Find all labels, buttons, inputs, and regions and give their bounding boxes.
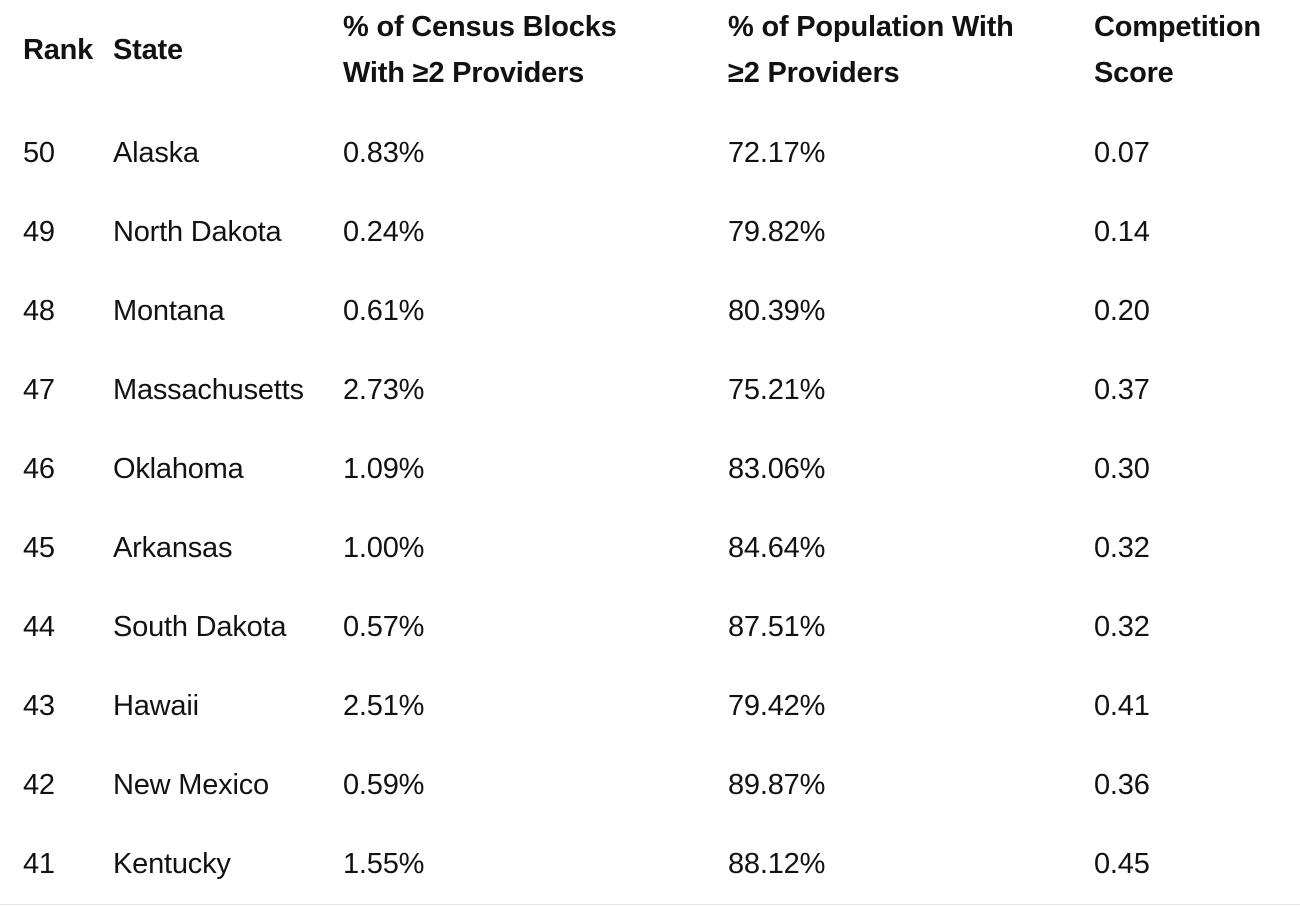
population-cell: 79.42% xyxy=(728,690,826,722)
table-row: 50 Alaska 0.83% 72.17% 0.07 xyxy=(0,114,1300,193)
gutter-cell xyxy=(0,272,23,351)
col-header-census-blocks-line1: % of Census Blocks xyxy=(343,11,617,43)
state-cell: New Mexico xyxy=(113,769,269,801)
census-blocks-cell: 2.73% xyxy=(343,374,425,406)
table-body: 50 Alaska 0.83% 72.17% 0.07 49 North Dak… xyxy=(0,100,1300,904)
col-header-state-label: State xyxy=(113,34,183,66)
census-blocks-cell: 0.61% xyxy=(343,295,425,327)
state-cell: Arkansas xyxy=(113,532,233,564)
population-cell: 89.87% xyxy=(728,769,826,801)
rank-cell: 46 xyxy=(23,453,55,485)
census-blocks-cell: 1.55% xyxy=(343,848,425,880)
population-cell: 83.06% xyxy=(728,453,826,485)
col-header-competition-score-line1: Competition xyxy=(1094,11,1261,43)
population-cell: 75.21% xyxy=(728,374,826,406)
gutter-cell xyxy=(0,430,23,509)
table-row: 46 Oklahoma 1.09% 83.06% 0.30 xyxy=(0,430,1300,509)
competition-score-cell: 0.32 xyxy=(1094,532,1150,564)
population-cell: 80.39% xyxy=(728,295,826,327)
gutter-cell xyxy=(0,825,23,904)
census-blocks-cell: 0.57% xyxy=(343,611,425,643)
state-cell: Kentucky xyxy=(113,848,231,880)
population-cell: 72.17% xyxy=(728,137,826,169)
table-row: 49 North Dakota 0.24% 79.82% 0.14 xyxy=(0,193,1300,272)
population-cell: 88.12% xyxy=(728,848,826,880)
state-cell: South Dakota xyxy=(113,611,287,643)
rank-cell: 45 xyxy=(23,532,55,564)
competition-score-cell: 0.07 xyxy=(1094,137,1150,169)
census-blocks-cell: 0.59% xyxy=(343,769,425,801)
col-header-state: State xyxy=(113,0,343,100)
competition-score-cell: 0.14 xyxy=(1094,216,1150,248)
gutter-cell xyxy=(0,0,23,100)
col-header-rank: Rank xyxy=(23,0,113,100)
gutter-cell xyxy=(0,193,23,272)
competition-score-cell: 0.32 xyxy=(1094,611,1150,643)
gutter-cell xyxy=(0,114,23,193)
population-cell: 79.82% xyxy=(728,216,826,248)
competition-score-cell: 0.30 xyxy=(1094,453,1150,485)
rank-cell: 50 xyxy=(23,137,55,169)
census-blocks-cell: 1.00% xyxy=(343,532,425,564)
state-cell: Massachusetts xyxy=(113,374,304,406)
competition-score-cell: 0.41 xyxy=(1094,690,1150,722)
col-header-competition-score-line2: Score xyxy=(1094,57,1174,89)
census-blocks-cell: 1.09% xyxy=(343,453,425,485)
col-header-rank-label: Rank xyxy=(23,34,94,66)
col-header-census-blocks-line2: With ≥2 Providers xyxy=(343,57,585,89)
population-cell: 87.51% xyxy=(728,611,826,643)
census-blocks-cell: 0.24% xyxy=(343,216,425,248)
gutter-cell xyxy=(0,588,23,667)
table-row: 42 New Mexico 0.59% 89.87% 0.36 xyxy=(0,746,1300,825)
rank-cell: 47 xyxy=(23,374,55,406)
competition-score-cell: 0.45 xyxy=(1094,848,1150,880)
gutter-cell xyxy=(0,746,23,825)
competition-score-cell: 0.36 xyxy=(1094,769,1150,801)
table-row: 48 Montana 0.61% 80.39% 0.20 xyxy=(0,272,1300,351)
table-row: 45 Arkansas 1.00% 84.64% 0.32 xyxy=(0,509,1300,588)
col-header-census-blocks: % of Census Blocks With ≥2 Providers xyxy=(343,0,728,100)
table-row: 47 Massachusetts 2.73% 75.21% 0.37 xyxy=(0,351,1300,430)
rank-cell: 43 xyxy=(23,690,55,722)
gutter-cell xyxy=(0,667,23,746)
col-header-competition-score: Competition Score xyxy=(1094,0,1300,100)
census-blocks-cell: 0.83% xyxy=(343,137,425,169)
col-header-population-line1: % of Population With xyxy=(728,11,1014,43)
state-cell: Montana xyxy=(113,295,225,327)
gutter-cell xyxy=(0,509,23,588)
gutter-cell xyxy=(0,351,23,430)
rank-cell: 48 xyxy=(23,295,55,327)
table-row: 41 Kentucky 1.55% 88.12% 0.45 xyxy=(0,825,1300,904)
header-row: Rank State % of Census Blocks With ≥2 Pr… xyxy=(0,0,1300,100)
rank-cell: 44 xyxy=(23,611,55,643)
census-blocks-cell: 2.51% xyxy=(343,690,425,722)
population-cell: 84.64% xyxy=(728,532,826,564)
table-row: 44 South Dakota 0.57% 87.51% 0.32 xyxy=(0,588,1300,667)
state-cell: Oklahoma xyxy=(113,453,244,485)
rank-cell: 42 xyxy=(23,769,55,801)
col-header-population: % of Population With ≥2 Providers xyxy=(728,0,1094,100)
competition-score-cell: 0.20 xyxy=(1094,295,1150,327)
col-header-population-line2: ≥2 Providers xyxy=(728,57,900,89)
state-cell: Hawaii xyxy=(113,690,199,722)
competition-score-cell: 0.37 xyxy=(1094,374,1150,406)
rank-cell: 49 xyxy=(23,216,55,248)
state-cell: Alaska xyxy=(113,137,199,169)
state-cell: North Dakota xyxy=(113,216,282,248)
rank-cell: 41 xyxy=(23,848,55,880)
table-row: 43 Hawaii 2.51% 79.42% 0.41 xyxy=(0,667,1300,746)
